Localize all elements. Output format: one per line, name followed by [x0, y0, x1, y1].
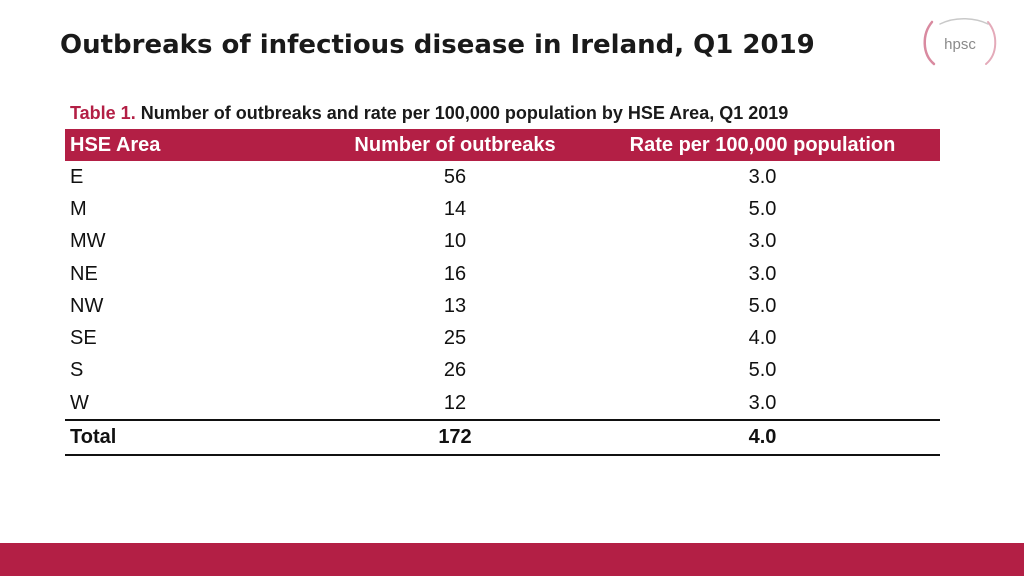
- cell-outbreaks: 16: [443, 262, 467, 285]
- cell-outbreaks: 56: [443, 165, 467, 188]
- cell-rate: 3.0: [748, 391, 777, 414]
- cell-rate: 3.0: [748, 230, 777, 253]
- cell-area: E: [70, 165, 84, 188]
- cell-area: S: [70, 359, 84, 382]
- table-row: E 56 3.0: [65, 161, 940, 193]
- header-number-of-outbreaks: Number of outbreaks: [325, 129, 585, 161]
- cell-rate: 5.0: [748, 197, 777, 220]
- table-caption: Table 1. Number of outbreaks and rate pe…: [70, 103, 788, 124]
- table-row: NE 16 3.0: [65, 258, 940, 290]
- table-header-row: HSE Area Number of outbreaks Rate per 10…: [65, 129, 940, 161]
- table-row: S 26 5.0: [65, 355, 940, 387]
- logo-text: hpsc: [944, 36, 976, 53]
- total-outbreaks: 172: [325, 419, 585, 456]
- cell-outbreaks: 14: [443, 197, 467, 220]
- header-hse-area: HSE Area: [65, 129, 325, 161]
- table-row: NW 13 5.0: [65, 290, 940, 322]
- cell-area: NE: [70, 262, 98, 285]
- cell-rate: 5.0: [748, 359, 777, 382]
- table-row: SE 25 4.0: [65, 322, 940, 354]
- table-caption-label: Table 1.: [70, 103, 136, 123]
- cell-rate: 4.0: [748, 327, 777, 350]
- table-row: W 12 3.0: [65, 387, 940, 420]
- cell-rate: 5.0: [748, 294, 777, 317]
- header-rate: Rate per 100,000 population: [585, 129, 940, 161]
- cell-area: SE: [70, 327, 97, 350]
- cell-outbreaks: 26: [443, 359, 467, 382]
- hpsc-logo: hpsc: [923, 18, 997, 66]
- cell-area: NW: [70, 294, 104, 317]
- cell-outbreaks: 10: [443, 230, 467, 253]
- cell-outbreaks: 12: [443, 391, 467, 414]
- cell-rate: 3.0: [748, 262, 777, 285]
- footer-bar: [0, 543, 1024, 576]
- cell-rate: 3.0: [748, 165, 777, 188]
- cell-outbreaks: 13: [443, 294, 467, 317]
- cell-area: M: [70, 197, 87, 220]
- table-total-row: Total 172 4.0: [65, 419, 940, 456]
- cell-area: W: [70, 391, 89, 414]
- table-row: M 14 5.0: [65, 193, 940, 225]
- total-label: Total: [65, 419, 325, 456]
- table-row: MW 10 3.0: [65, 226, 940, 258]
- slide-title: Outbreaks of infectious disease in Irela…: [60, 30, 815, 60]
- total-rate: 4.0: [585, 419, 940, 456]
- cell-area: MW: [70, 230, 106, 253]
- cell-outbreaks: 25: [443, 327, 467, 350]
- outbreaks-table: HSE Area Number of outbreaks Rate per 10…: [65, 129, 940, 456]
- table-caption-text: Number of outbreaks and rate per 100,000…: [140, 103, 789, 123]
